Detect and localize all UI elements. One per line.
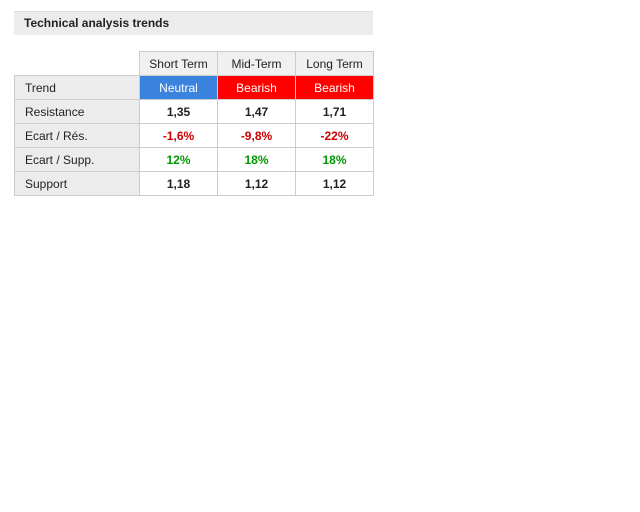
corner (14, 51, 140, 76)
trend-cell: Neutral (139, 75, 218, 100)
column-header: Long Term (295, 51, 374, 76)
value-cell: 18% (217, 147, 296, 172)
value-cell: 1,12 (217, 171, 296, 196)
trends-table: Short Term Mid-Term Long Term Trend Neut… (14, 51, 374, 196)
value-cell: 1,12 (295, 171, 374, 196)
value-cell: 12% (139, 147, 218, 172)
value-cell: 1,18 (139, 171, 218, 196)
value-cell: 1,71 (295, 99, 374, 124)
row: Ecart / Rés. -1,6% -9,8% -22% (14, 123, 374, 148)
value-cell: 1,35 (139, 99, 218, 124)
widget-title: Technical analysis trends (14, 11, 373, 35)
value-cell: 1,47 (217, 99, 296, 124)
column-header: Mid-Term (217, 51, 296, 76)
value-cell: -9,8% (217, 123, 296, 148)
row: Ecart / Supp. 12% 18% 18% (14, 147, 374, 172)
trend-cell: Bearish (217, 75, 296, 100)
value-cell: -1,6% (139, 123, 218, 148)
trend-cell: Bearish (295, 75, 374, 100)
row-label: Ecart / Supp. (14, 147, 140, 172)
row-label: Support (14, 171, 140, 196)
value-cell: -22% (295, 123, 374, 148)
row-label: Trend (14, 75, 140, 100)
row: Support 1,18 1,12 1,12 (14, 171, 374, 196)
header-row: Short Term Mid-Term Long Term (14, 51, 374, 76)
row-label: Ecart / Rés. (14, 123, 140, 148)
row: Resistance 1,35 1,47 1,71 (14, 99, 374, 124)
column-header: Short Term (139, 51, 218, 76)
row-label: Resistance (14, 99, 140, 124)
row: Trend Neutral Bearish Bearish (14, 75, 374, 100)
value-cell: 18% (295, 147, 374, 172)
